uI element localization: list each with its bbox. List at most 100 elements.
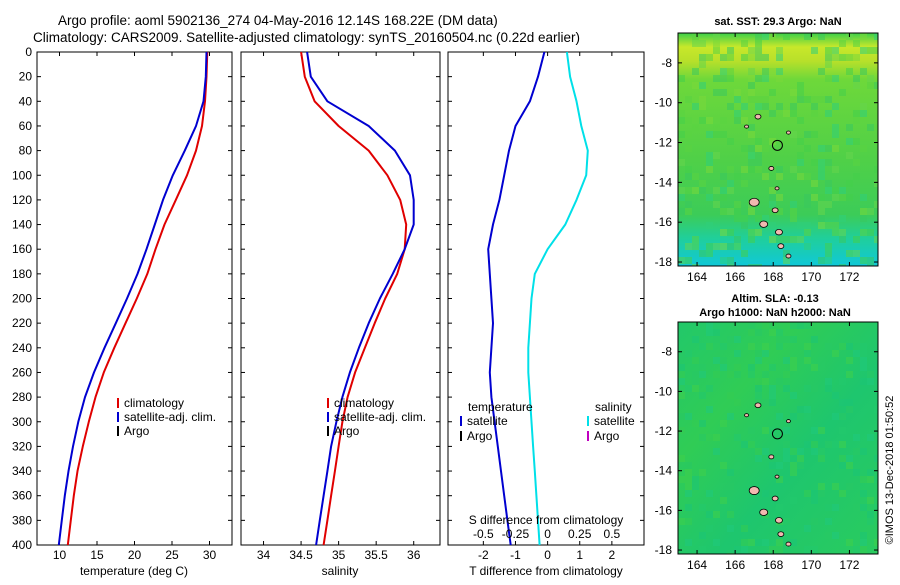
field-pixel [769,187,776,194]
field-pixel [839,229,846,236]
field-pixel [762,68,769,75]
field-pixel [832,47,839,54]
lat-tick-label: -16 [655,503,673,517]
field-pixel [811,364,818,371]
field-pixel [734,434,741,441]
field-pixel [853,75,860,82]
field-pixel [741,215,748,222]
field-pixel [846,152,853,159]
field-pixel [804,350,811,357]
field-pixel [727,54,734,61]
field-pixel [860,257,867,264]
field-pixel [720,343,727,350]
field-pixel [853,117,860,124]
legend-title-salinity: salinity [595,400,632,414]
field-pixel [678,194,685,201]
field-pixel [699,117,706,124]
field-pixel [832,350,839,357]
field-pixel [734,96,741,103]
field-pixel [776,208,783,215]
field-pixel [818,68,825,75]
field-pixel [706,250,713,257]
sla-map-field [678,322,878,554]
field-pixel [818,455,825,462]
field-pixel [797,448,804,455]
island-shape [759,508,769,516]
legend-label: climatology [124,396,184,410]
field-pixel [832,229,839,236]
island-shape [771,207,779,214]
field-pixel [727,336,734,343]
field-pixel [713,201,720,208]
field-pixel [755,54,762,61]
field-pixel [839,264,846,266]
field-pixel [797,82,804,89]
island-shape [748,486,760,495]
field-pixel [685,504,692,511]
field-pixel [762,33,769,40]
field-pixel [685,539,692,546]
field-pixel [790,201,797,208]
legend-label: Argo [594,429,620,443]
field-pixel [783,357,790,364]
field-pixel [755,229,762,236]
field-pixel [797,322,804,329]
field-pixel [720,257,727,264]
field-pixel [699,61,706,68]
field-pixel [755,264,762,266]
field-pixel [860,68,867,75]
field-pixel [776,413,783,420]
field-pixel [818,215,825,222]
field-pixel [783,110,790,117]
field-pixel [692,124,699,131]
field-pixel [706,131,713,138]
field-pixel [832,532,839,539]
field-pixel [748,364,755,371]
field-pixel [776,75,783,82]
field-pixel [706,385,713,392]
field-pixel [825,96,832,103]
field-pixel [776,329,783,336]
sst-map-panel: sat. SST: 29.3 Argo: NaN -8-10-12-14-16-… [655,16,879,284]
sla-map-lon-axis: 164 166 168 170 172 [687,322,860,572]
field-pixel [867,378,874,385]
field-pixel [741,525,748,532]
field-pixel [832,75,839,82]
field-pixel [804,525,811,532]
field-pixel [706,54,713,61]
field-pixel [706,434,713,441]
field-pixel [727,511,734,518]
field-pixel [860,539,867,546]
field-pixel [818,159,825,166]
field-pixel [846,54,853,61]
field-pixel [839,427,846,434]
field-pixel [692,68,699,75]
field-pixel [713,357,720,364]
field-pixel [685,385,692,392]
field-pixel [734,243,741,250]
field-pixel [832,392,839,399]
field-pixel [706,329,713,336]
lon-tick-label: 172 [839,270,859,284]
field-pixel [874,236,878,243]
field-pixel [678,159,685,166]
field-pixel [790,448,797,455]
field-pixel [797,159,804,166]
secondary-tick-label: 0.5 [604,527,621,541]
lat-tick-label: -18 [655,543,673,557]
field-pixel [748,131,755,138]
field-pixel [832,483,839,490]
field-pixel [769,110,776,117]
x-tick-label: 30 [203,548,217,562]
lon-tick-label: 168 [763,558,783,572]
field-pixel [713,243,720,250]
field-pixel [678,427,685,434]
field-pixel [790,392,797,399]
field-pixel [720,497,727,504]
field-pixel [685,117,692,124]
field-pixel [748,229,755,236]
field-pixel [713,47,720,54]
field-pixel [804,131,811,138]
field-pixel [755,385,762,392]
field-pixel [734,364,741,371]
